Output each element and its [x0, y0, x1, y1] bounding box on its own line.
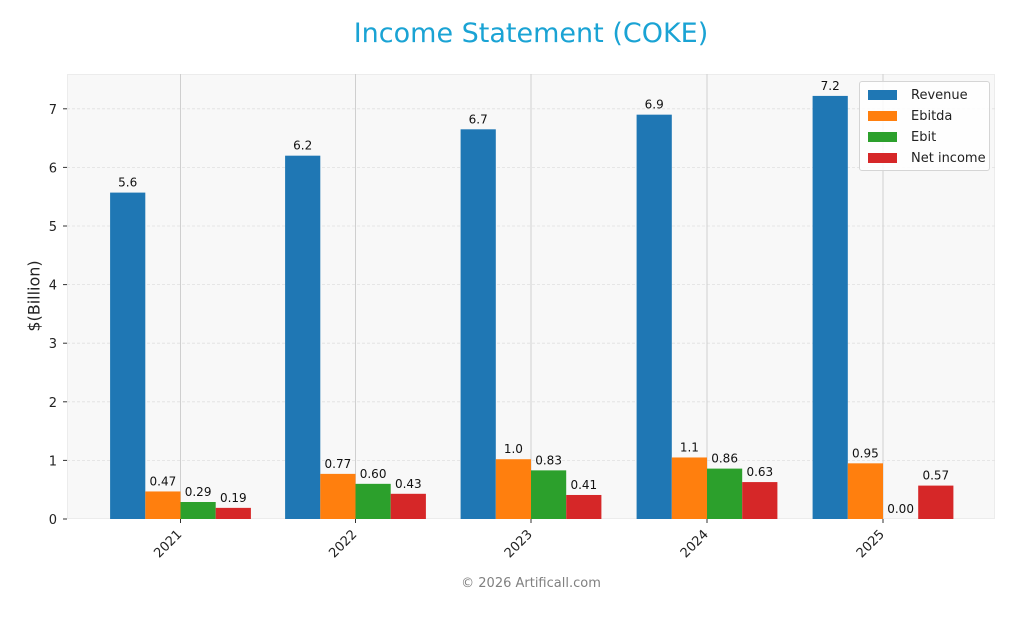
bar-net-income [566, 494, 602, 519]
legend-label: Ebit [911, 129, 937, 145]
y-tick-label: 1 [49, 454, 57, 469]
x-tick-label: 2023 [502, 527, 536, 561]
y-tick-label: 4 [49, 279, 57, 294]
bar-value-label: 0.86 [711, 452, 738, 466]
x-tick-label: 2021 [151, 527, 185, 561]
bar-net-income [390, 493, 426, 519]
bar-ebitda [495, 459, 531, 519]
legend-item-ebit: Ebit [868, 129, 936, 145]
bar-net-income [918, 485, 954, 519]
legend-label: Net income [911, 150, 986, 166]
bar-ebitda [320, 473, 356, 519]
bar-ebitda [847, 463, 883, 519]
x-tick-label: 2024 [678, 527, 712, 561]
bar-value-label: 7.2 [821, 79, 840, 93]
bar-value-label: 0.95 [852, 446, 879, 460]
legend-swatch [868, 132, 897, 142]
bar-revenue [636, 114, 672, 519]
bar-ebit [355, 483, 391, 519]
bar-ebit [180, 502, 216, 519]
bar-ebitda [145, 491, 181, 519]
legend-label: Ebitda [911, 108, 953, 124]
bar-revenue [285, 155, 321, 519]
bar-value-label: 0.47 [150, 474, 177, 488]
bar-value-label: 0.29 [185, 485, 212, 499]
y-tick-label: 6 [49, 161, 57, 176]
bar-value-label: 0.63 [746, 465, 773, 479]
chart-title: Income Statement (COKE) [353, 18, 709, 49]
legend-swatch [868, 90, 897, 100]
y-tick-label: 5 [49, 220, 57, 235]
y-tick-label: 2 [49, 396, 57, 411]
y-tick-label: 3 [49, 337, 57, 352]
legend: Revenue Ebitda Ebit Net income [859, 81, 990, 171]
bar-value-label: 0.60 [360, 467, 387, 481]
bar-value-label: 0.83 [535, 453, 562, 467]
bar-value-label: 0.19 [220, 491, 247, 505]
y-tick-label: 0 [49, 513, 57, 528]
y-tick-label: 7 [49, 103, 57, 118]
bar-value-label: 0.57 [922, 469, 949, 483]
copyright-footer: © 2026 Artificall.com [461, 576, 601, 591]
bar-value-label: 1.0 [504, 442, 523, 456]
bar-value-label: 0.77 [325, 457, 352, 471]
bar-revenue [812, 95, 848, 520]
legend-label: Revenue [911, 87, 968, 103]
legend-swatch [868, 111, 897, 121]
legend-swatch [868, 153, 897, 163]
bar-net-income [215, 507, 251, 519]
bar-value-label: 6.9 [645, 98, 664, 112]
legend-item-ebitda: Ebitda [868, 108, 952, 124]
bar-value-label: 0.41 [570, 478, 597, 492]
legend-item-revenue: Revenue [868, 87, 968, 103]
x-tick-label: 2022 [326, 527, 360, 561]
bar-value-label: 6.2 [293, 139, 312, 153]
bar-net-income [742, 482, 778, 519]
legend-item-net-income: Net income [868, 150, 986, 166]
bar-value-label: 0.00 [887, 502, 914, 516]
bar-value-label: 6.7 [469, 112, 488, 126]
bar-value-label: 5.6 [118, 176, 137, 190]
bar-value-label: 1.1 [680, 440, 699, 454]
bar-ebitda [671, 457, 707, 519]
bar-revenue [110, 192, 146, 519]
bar-ebit [531, 470, 567, 519]
bar-value-label: 0.43 [395, 477, 422, 491]
bar-revenue [460, 129, 496, 519]
x-tick-label: 2025 [854, 527, 888, 561]
bar-ebit [707, 468, 743, 519]
